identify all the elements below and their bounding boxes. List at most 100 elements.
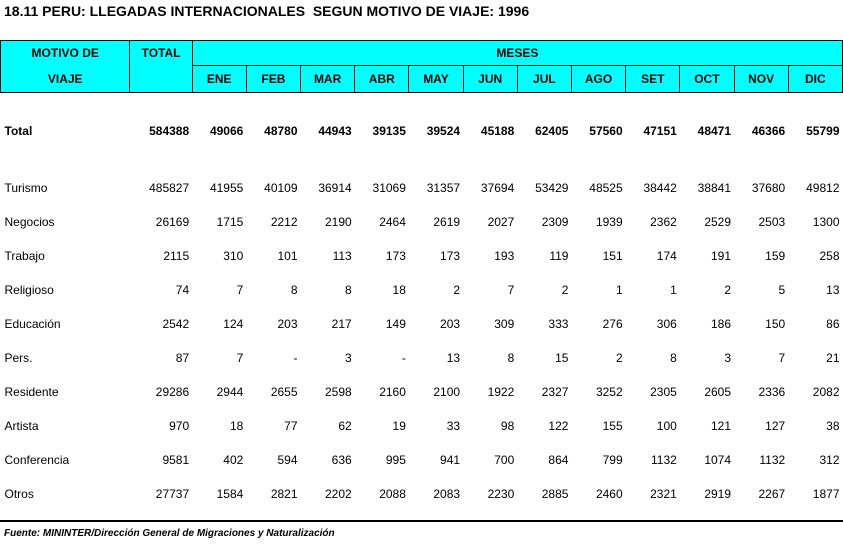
row-month-cell: 45188 xyxy=(480,124,515,138)
row-month-cell: 2 xyxy=(615,351,623,365)
row-total-cell: 74 xyxy=(175,283,190,297)
row-month-cell: 18 xyxy=(229,419,244,433)
row-month-cell: 2083 xyxy=(433,487,461,501)
row-month-cell: 86 xyxy=(826,317,840,331)
header-motivo-line2: VIAJE xyxy=(0,65,131,93)
row-month-cell: 2605 xyxy=(704,385,732,399)
row-month-cell: 39524 xyxy=(426,124,461,138)
row-label: Residente xyxy=(4,385,59,399)
row-month-cell: 1939 xyxy=(595,215,623,229)
row-total-cell: 485827 xyxy=(149,181,190,195)
row-month-cell: 37694 xyxy=(480,181,515,195)
row-total-cell: 970 xyxy=(169,419,190,433)
row-month-cell: 1877 xyxy=(812,487,840,501)
row-month-cell: 39135 xyxy=(372,124,406,138)
row-month-cell: 33 xyxy=(446,419,461,433)
row-month-cell: 258 xyxy=(819,249,840,263)
table-row: Trabajo 2115 310 101 113 173 173 193 119 151 174 19… xyxy=(1,239,843,273)
row-month-cell: 636 xyxy=(331,453,352,467)
row-month-cell: 38442 xyxy=(643,181,677,195)
row-month-cell: 333 xyxy=(548,317,569,331)
row-month-cell: 149 xyxy=(385,317,406,331)
row-total-cell: 26169 xyxy=(155,215,190,229)
row-total-cell: 584388 xyxy=(149,124,190,138)
header-month: MAY xyxy=(408,65,464,93)
row-month-cell: 594 xyxy=(277,453,298,467)
row-month-cell: 2619 xyxy=(433,215,461,229)
row-month-cell: 2 xyxy=(561,283,569,297)
row-month-cell: 62405 xyxy=(535,124,569,138)
row-month-cell: 15 xyxy=(555,351,569,365)
row-month-cell: 310 xyxy=(223,249,244,263)
row-month-cell: 1132 xyxy=(759,453,786,467)
row-month-cell: 8 xyxy=(670,351,677,365)
row-month-cell: 276 xyxy=(602,317,623,331)
header-month: ABR xyxy=(354,65,410,93)
row-month-cell: 173 xyxy=(440,249,461,263)
header-month: MAR xyxy=(300,65,356,93)
row-month-cell: 312 xyxy=(819,453,840,467)
row-month-cell: 151 xyxy=(602,249,623,263)
row-month-cell: 2160 xyxy=(379,385,406,399)
row-month-cell: 101 xyxy=(277,249,298,263)
row-month-cell: 155 xyxy=(602,419,623,433)
row-month-cell: 941 xyxy=(440,453,461,467)
row-month-cell: 7 xyxy=(236,351,244,365)
footer-divider xyxy=(0,520,843,522)
row-month-cell: 2362 xyxy=(650,215,677,229)
row-month-cell: 13 xyxy=(826,283,840,297)
row-month-cell: 121 xyxy=(710,419,732,433)
header-month: OCT xyxy=(679,65,735,93)
spacer-row xyxy=(1,145,843,171)
row-month-cell: 3 xyxy=(724,351,732,365)
table-row: Turismo 485827 41955 40109 36914 31069 31357 37… xyxy=(1,171,843,205)
row-month-cell: 57560 xyxy=(589,124,623,138)
row-month-cell: 2655 xyxy=(270,385,298,399)
row-month-cell: 1715 xyxy=(216,215,244,229)
row-month-cell: 55799 xyxy=(806,124,840,138)
table-row: Artista 970 18 77 62 19 33 98 122 155 100 121 127 38 xyxy=(1,409,843,443)
table-row: Conferencia 9581 402 594 636 995 941 700 864 799 1… xyxy=(1,443,843,477)
row-label: Artista xyxy=(4,419,39,433)
row-month-cell: 1 xyxy=(670,283,677,297)
row-month-cell: 2919 xyxy=(704,487,732,501)
row-month-cell: 2 xyxy=(453,283,461,297)
row-month-cell: 799 xyxy=(602,453,623,467)
row-month-cell: 122 xyxy=(548,419,569,433)
table-row: Religioso 74 7 8 8 18 2 7 2 1 1 2 5 13 xyxy=(1,273,843,307)
header-month: NOV xyxy=(734,65,789,93)
row-total-cell: 27737 xyxy=(155,487,190,501)
header-month: ENE xyxy=(192,65,247,93)
table-row: Residente 29286 2944 2655 2598 2160 2100 1922 23… xyxy=(1,375,843,409)
table-row: Educación 2542 124 203 217 149 203 309 333 276 306… xyxy=(1,307,843,341)
row-month-cell: 7 xyxy=(778,351,786,365)
table-body: Total 584388 49066 48780 44943 39135 39524 4518… xyxy=(1,93,843,512)
row-month-cell: 124 xyxy=(223,317,244,331)
row-label: Educación xyxy=(4,317,61,331)
row-month-cell: 1300 xyxy=(812,215,840,229)
row-total-cell: 29286 xyxy=(155,385,190,399)
table-row: Negocios 26169 1715 2212 2190 2464 2619 2027 230… xyxy=(1,205,843,239)
row-month-cell: 995 xyxy=(385,453,406,467)
source-note: Fuente: MININTER/Dirección General de Mi… xyxy=(4,528,335,539)
header-month: DIC xyxy=(788,65,843,93)
row-month-cell: 2321 xyxy=(650,487,677,501)
spacer-row xyxy=(1,93,843,118)
header-month: JUN xyxy=(463,65,518,93)
row-label: Pers. xyxy=(4,351,33,365)
row-total-cell: 2115 xyxy=(163,249,190,263)
row-month-cell: 19 xyxy=(392,419,406,433)
row-month-cell: 2088 xyxy=(379,487,406,501)
page-title: 18.11 PERU: LLEGADAS INTERNACIONALES SEG… xyxy=(4,3,530,19)
row-month-cell: 203 xyxy=(277,317,298,331)
row-month-cell: 306 xyxy=(656,317,677,331)
row-month-cell: 191 xyxy=(710,249,732,263)
row-month-cell: 77 xyxy=(284,419,298,433)
row-month-cell: 2464 xyxy=(379,215,406,229)
row-month-cell: 2885 xyxy=(541,487,569,501)
row-month-cell: 1584 xyxy=(216,487,244,501)
row-month-cell: 49812 xyxy=(806,181,840,195)
total-row: Total 584388 49066 48780 44943 39135 39524 4518… xyxy=(1,117,843,145)
table-header: MOTIVO DE TOTAL MESES VIAJE ENE FEB MAR ABR… xyxy=(0,40,843,93)
row-total-cell: 87 xyxy=(175,351,190,365)
